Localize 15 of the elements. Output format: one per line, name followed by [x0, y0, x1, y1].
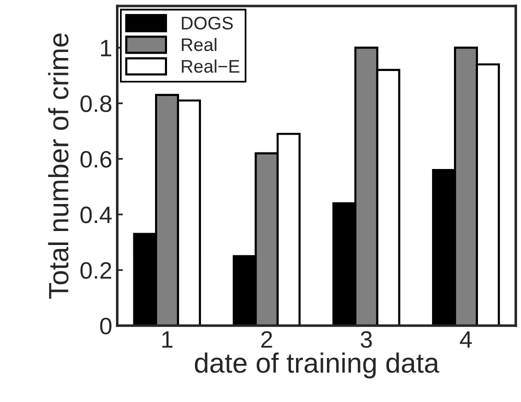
x-tick-label: 2	[261, 331, 272, 348]
y-axis-title: Total number of crime	[48, 34, 68, 299]
legend-label: Real	[182, 38, 216, 52]
y-tick-label: 0.6	[80, 150, 112, 168]
legend-label: DOGS	[182, 16, 233, 30]
y-tick-label: 0	[100, 318, 112, 334]
x-tick-label: 4	[460, 331, 472, 348]
y-tick-label: 0.2	[80, 262, 112, 279]
x-tick-label: 3	[360, 331, 372, 348]
y-tick-label: 1	[101, 40, 112, 56]
x-tick-label: 1	[162, 331, 172, 348]
x-axis-title: date of training data	[194, 352, 440, 378]
legend-label: Real−E	[182, 59, 240, 73]
y-tick-label: 0.4	[80, 206, 112, 224]
y-tick-label: 0.8	[80, 95, 112, 112]
